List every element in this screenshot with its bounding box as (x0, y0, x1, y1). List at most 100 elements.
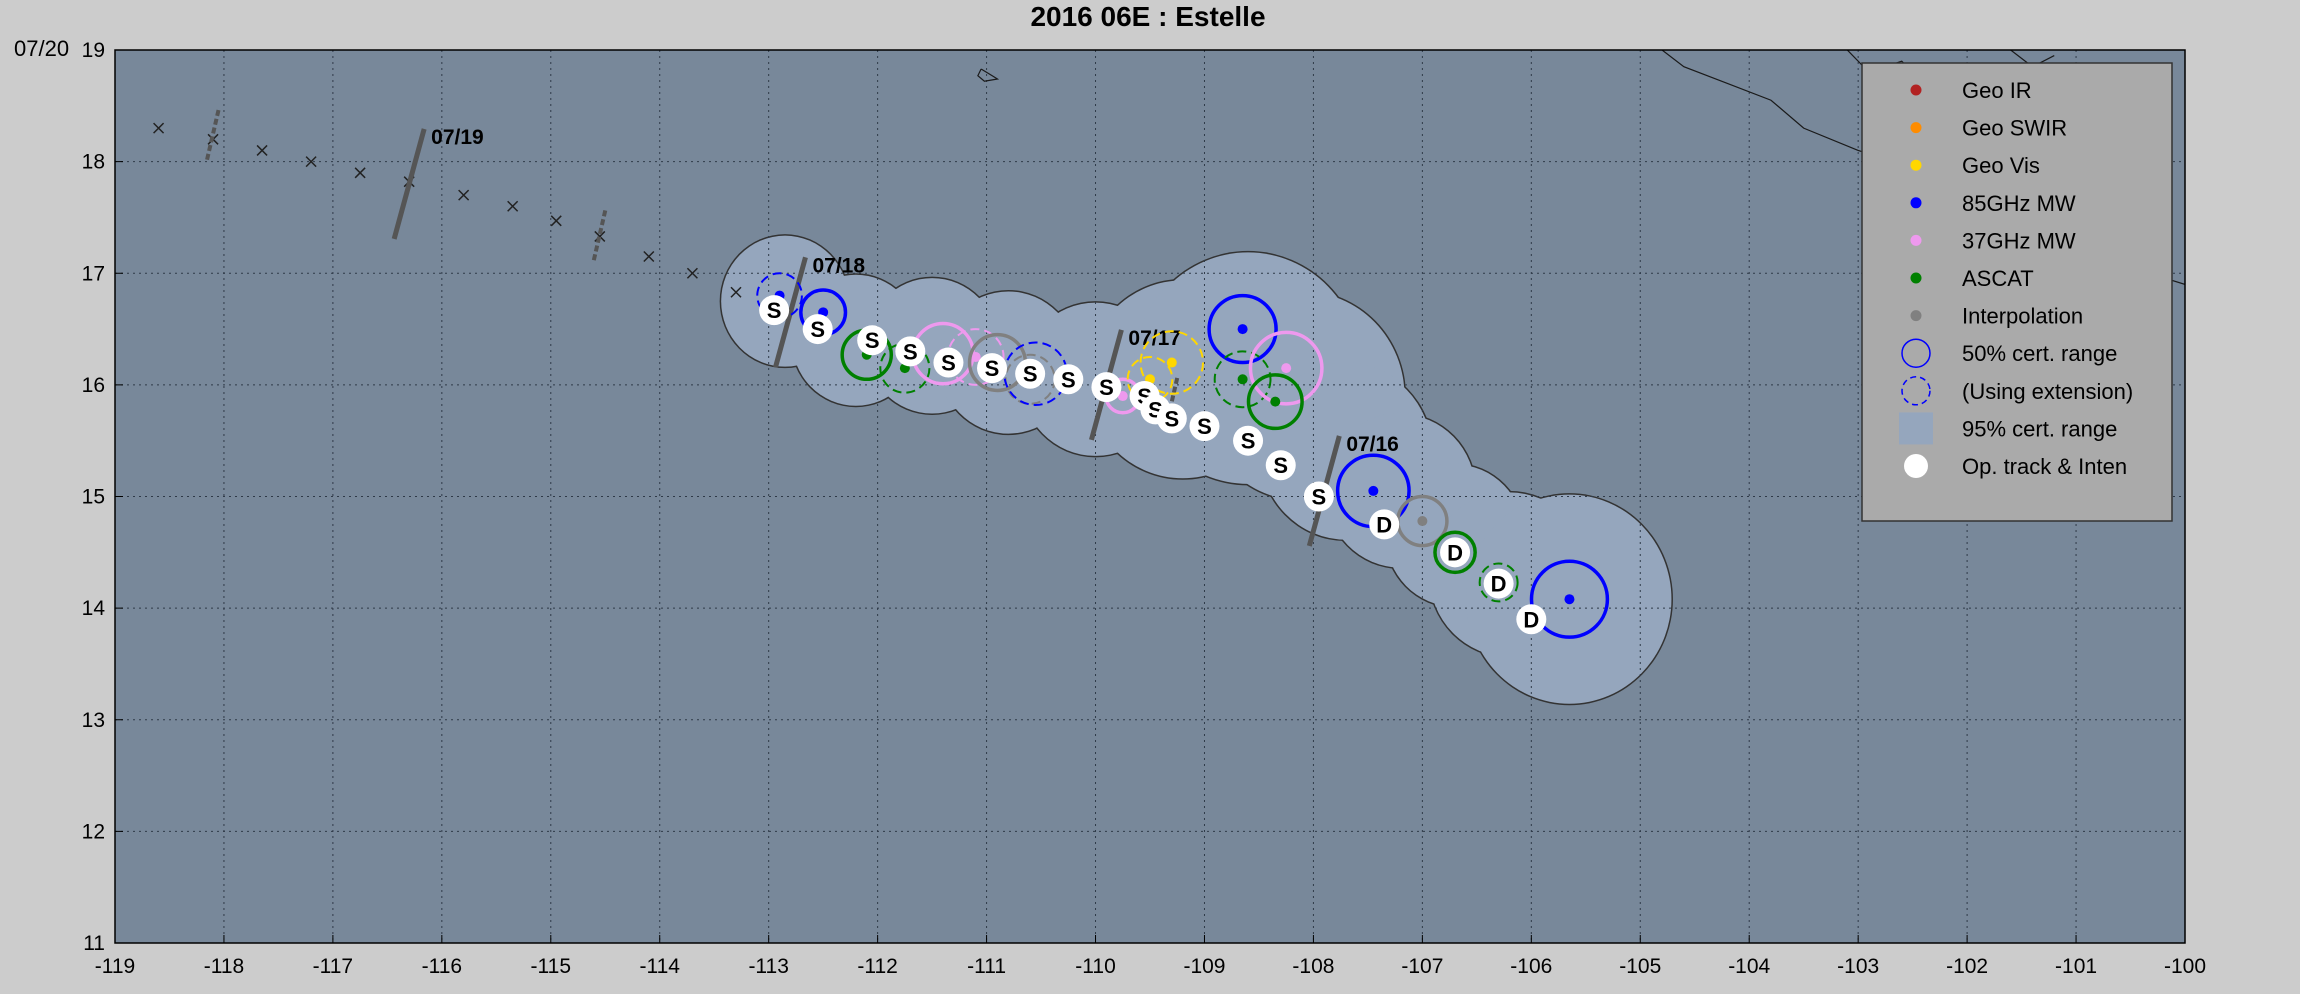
x-tick-label: -107 (1401, 955, 1443, 978)
fix-center-dot (1368, 485, 1379, 496)
legend-label: ASCAT (1962, 266, 2034, 291)
x-tick-label: -108 (1292, 955, 1334, 978)
fix-center-dot (1117, 391, 1128, 402)
x-tick-label: -104 (1728, 955, 1770, 978)
op-track-point (1156, 403, 1187, 434)
op-track-point (1303, 481, 1334, 512)
legend-marker-square (1899, 412, 1933, 445)
op-track-intensity-label: S (810, 317, 825, 342)
op-track-point (1091, 372, 1122, 403)
op-track-point (759, 295, 790, 326)
x-tick-label: -118 (204, 955, 244, 978)
op-track-point (1053, 364, 1084, 395)
x-tick-label: -102 (1946, 955, 1988, 978)
fix-center-dot (1237, 374, 1248, 385)
x-tick-label: -113 (748, 955, 788, 978)
legend-label: (Using extension) (1962, 379, 2133, 404)
op-track-intensity-label: S (1241, 429, 1256, 454)
op-track-intensity-label: S (1023, 362, 1038, 387)
op-track-point (1483, 568, 1514, 599)
fix-range-circle (1139, 330, 1205, 395)
y-tick-label: 18 (82, 151, 105, 174)
op-track-intensity-label: S (1273, 453, 1288, 478)
op-track-point (1265, 450, 1296, 481)
op-track-point (802, 314, 833, 345)
fix-range-circle (1207, 293, 1278, 365)
op-track-point (1369, 509, 1400, 540)
x-tick-label: -105 (1619, 955, 1661, 978)
x-tick-label: -101 (2055, 955, 2097, 978)
legend-label: 50% cert. range (1962, 341, 2117, 366)
x-tick-label: -111 (967, 955, 1006, 978)
fix-center-dot (1270, 396, 1281, 407)
legend-marker-dot (1910, 234, 1922, 246)
legend-label: Geo IR (1962, 78, 2032, 103)
op-track-intensity-label: S (1164, 406, 1179, 431)
day-mark-label: 07/16 (1346, 433, 1399, 456)
forecast-point (507, 200, 519, 212)
op-track-intensity-label: S (1312, 485, 1327, 510)
op-track-intensity-label: S (865, 328, 880, 353)
forecast-point (730, 286, 742, 298)
y-axis-ticks: 11 12 13 14 15 16 17 18 19 (82, 39, 123, 955)
forecast-point (354, 167, 366, 179)
op-track-intensity-label: D (1376, 512, 1392, 537)
forecast-point (458, 189, 470, 201)
forecast-point (686, 267, 698, 279)
legend-marker-dashed-circle (1901, 376, 1931, 406)
op-track-intensity-label: S (1061, 367, 1076, 392)
x-tick-label: -114 (639, 955, 680, 978)
x-tick-label: -109 (1183, 955, 1225, 978)
legend-label: 85GHz MW (1962, 191, 2076, 216)
x-tick-label: -100 (2164, 955, 2206, 978)
y-tick-label: 16 (82, 374, 105, 397)
x-tick-label: -119 (95, 955, 135, 978)
op-track-point (895, 336, 926, 367)
fix-center-dot (1237, 324, 1248, 335)
fix-center-dot (970, 351, 981, 362)
legend-marker-dot (1910, 159, 1922, 171)
fix-center-dot (1281, 363, 1292, 374)
op-track-intensity-label: S (985, 356, 1000, 381)
legend-label: Op. track & Inten (1962, 454, 2127, 479)
legend-marker-big-dot (1904, 454, 1928, 478)
legend-label: Geo SWIR (1962, 116, 2067, 141)
grid-lines (115, 50, 2185, 943)
legend-marker-dot (1910, 272, 1922, 284)
coastline (977, 68, 1000, 82)
day-mark-line (773, 256, 808, 368)
op-track-point (1516, 604, 1547, 635)
legend-marker-dot (1910, 197, 1922, 209)
op-track-intensity-label: S (767, 298, 782, 323)
legend-label: 95% cert. range (1962, 416, 2117, 441)
x-tick-label: -106 (1510, 955, 1552, 978)
day-mark-label: 07/18 (812, 254, 865, 277)
op-track-intensity-label: S (903, 339, 918, 364)
y-tick-label: 13 (82, 709, 105, 732)
op-track-intensity-label: S (1197, 414, 1212, 439)
op-track-point (857, 325, 888, 356)
legend-label: Geo Vis (1962, 153, 2040, 178)
y-tick-label: 17 (82, 262, 105, 285)
op-track-point (933, 347, 964, 378)
x-axis-ticks: -119 -118 -117 -116 -115 -114 -113 -112 -111 -110… (95, 935, 2206, 978)
op-track-point (1189, 411, 1220, 442)
forecast-point (305, 156, 317, 168)
x-tick-label: -115 (531, 955, 571, 978)
fix-range-circle (1213, 350, 1272, 409)
op-track-intensity-label: D (1447, 540, 1463, 565)
y-tick-label: 12 (82, 820, 105, 843)
x-tick-label: -103 (1837, 955, 1879, 978)
y-tick-label: 14 (82, 597, 106, 620)
x-tick-label: -116 (422, 955, 462, 978)
legend-label: Interpolation (1962, 304, 2083, 329)
op-track-point (1233, 425, 1264, 456)
op-track-point (1015, 358, 1046, 389)
fix-center-dot (1417, 516, 1428, 527)
op-track-intensity-label: D (1523, 607, 1539, 632)
fix-center-dot (1564, 594, 1575, 605)
legend: Geo IR Geo SWIR Geo Vis 85GHz MW 37GHz MW ASC… (1861, 62, 2173, 522)
corner-date-label: 07/20 (14, 36, 69, 61)
